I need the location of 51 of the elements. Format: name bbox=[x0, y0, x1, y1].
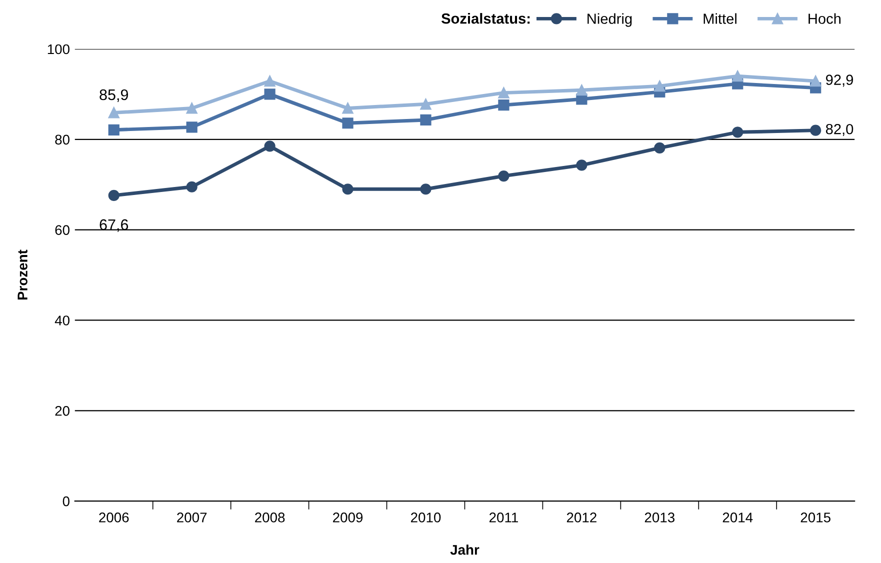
point bbox=[576, 160, 588, 171]
x-tick-label: 2011 bbox=[489, 512, 518, 522]
x-axis-title: Jahr bbox=[450, 544, 480, 555]
point bbox=[654, 80, 666, 92]
x-tick-label: 2010 bbox=[410, 512, 441, 522]
x-tick-label: 2015 bbox=[800, 512, 830, 522]
y-tick-label: 20 bbox=[55, 406, 70, 416]
point bbox=[420, 98, 432, 110]
y-tick-label: 60 bbox=[55, 225, 70, 235]
point bbox=[810, 124, 822, 136]
x-tick-label: 2012 bbox=[566, 512, 596, 522]
y-axis-title: Prozent bbox=[18, 250, 28, 300]
point bbox=[108, 124, 120, 136]
x-tick-label: 2008 bbox=[255, 512, 285, 522]
point bbox=[264, 140, 276, 152]
point bbox=[186, 122, 198, 133]
point bbox=[186, 102, 198, 114]
legend-label: Niedrig bbox=[588, 13, 632, 27]
y-tick-label: 80 bbox=[55, 134, 70, 145]
annotation: 85,9 bbox=[100, 89, 128, 102]
y-tick-label: 100 bbox=[48, 44, 70, 54]
point bbox=[732, 126, 744, 138]
x-tick-label: 2006 bbox=[99, 512, 129, 522]
point bbox=[498, 170, 510, 182]
annotation: 92,9 bbox=[826, 74, 853, 87]
x-tick-label: 2014 bbox=[722, 512, 753, 522]
point bbox=[732, 70, 744, 82]
point bbox=[108, 190, 120, 202]
point bbox=[576, 84, 588, 96]
point bbox=[342, 102, 354, 114]
point bbox=[264, 88, 276, 100]
point bbox=[420, 184, 432, 195]
annotation: 82,0 bbox=[826, 124, 854, 136]
legend-title: Sozialstatus: bbox=[441, 13, 530, 24]
x-tick-label: 2007 bbox=[177, 512, 207, 522]
point bbox=[342, 184, 354, 195]
point bbox=[498, 99, 510, 111]
point bbox=[420, 114, 432, 126]
point bbox=[654, 142, 666, 154]
point bbox=[342, 118, 354, 129]
y-tick-label: 0 bbox=[62, 496, 70, 506]
legend-label: Mittel bbox=[704, 13, 736, 24]
legend-label: Hoch bbox=[808, 13, 840, 24]
x-tick-label: 2013 bbox=[644, 512, 674, 522]
point bbox=[108, 107, 120, 118]
point bbox=[810, 76, 822, 87]
x-tick-label: 2009 bbox=[333, 512, 363, 522]
y-tick-label: 40 bbox=[54, 316, 70, 326]
point bbox=[264, 76, 276, 87]
point bbox=[498, 87, 510, 98]
point bbox=[186, 181, 198, 192]
